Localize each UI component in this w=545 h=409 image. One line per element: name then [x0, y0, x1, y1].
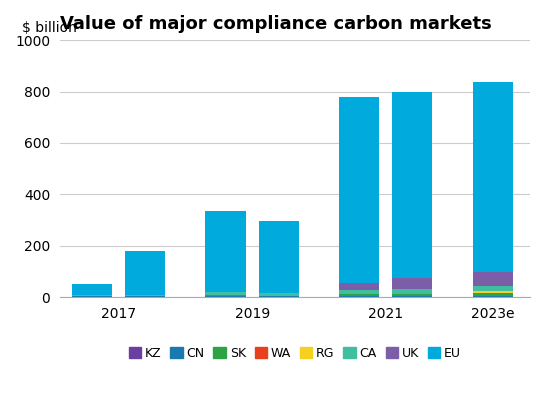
Bar — [205, 295, 245, 297]
Bar — [392, 92, 433, 278]
Bar — [339, 283, 379, 290]
Bar — [339, 97, 379, 283]
Text: $ billion: $ billion — [22, 21, 77, 35]
Bar — [259, 221, 299, 293]
Bar — [392, 294, 433, 296]
Bar — [72, 294, 112, 296]
Legend: KZ, CN, SK, WA, RG, CA, UK, EU: KZ, CN, SK, WA, RG, CA, UK, EU — [124, 342, 466, 365]
Bar — [392, 296, 433, 297]
Bar — [473, 82, 513, 272]
Bar — [392, 278, 433, 289]
Bar — [339, 294, 379, 296]
Bar — [473, 291, 513, 293]
Bar — [72, 283, 112, 294]
Bar — [339, 296, 379, 297]
Bar — [125, 294, 165, 296]
Bar — [205, 292, 245, 295]
Bar — [339, 290, 379, 294]
Bar — [473, 286, 513, 291]
Text: Value of major compliance carbon markets: Value of major compliance carbon markets — [60, 15, 492, 33]
Bar — [473, 293, 513, 296]
Bar — [205, 211, 245, 292]
Bar — [259, 293, 299, 296]
Bar — [473, 272, 513, 286]
Bar — [125, 252, 165, 294]
Bar — [473, 296, 513, 297]
Bar — [392, 289, 433, 294]
